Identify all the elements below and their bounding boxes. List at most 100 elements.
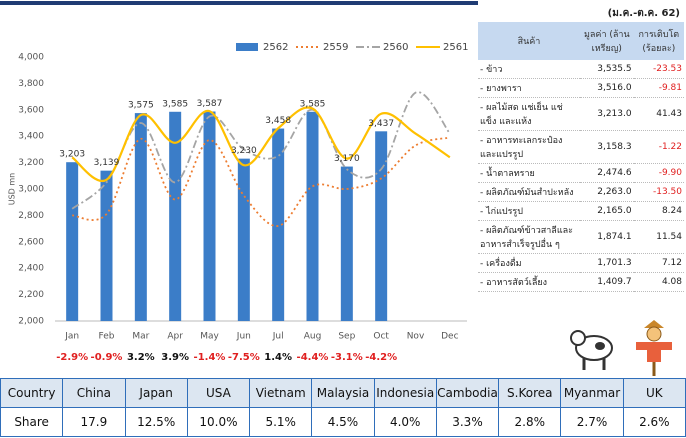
country-cell: Japan [125, 379, 187, 408]
data-label: 3,587 [197, 99, 223, 109]
growth-label: -4.4% [297, 352, 329, 363]
bar [204, 112, 216, 321]
legend-label: 2559 [323, 42, 348, 53]
data-label: 3,458 [265, 116, 291, 126]
product-name: - เครื่องดื่ม [478, 254, 580, 273]
growth-label: 3.2% [127, 352, 155, 363]
page: USD mn2,0002,2002,4002,6002,8003,0003,20… [0, 0, 686, 438]
export-value: 2,263.0 [580, 183, 634, 202]
share-cell: 2.6% [623, 408, 685, 437]
growth-label: 3.9% [161, 352, 189, 363]
product-name: - อาหารทะเลกระป๋อง และแปรรูป [478, 131, 580, 164]
bar [238, 159, 250, 321]
country-cell: Cambodia [436, 379, 498, 408]
growth-label: -0.9% [91, 352, 123, 363]
product-name: - น้ำตาลทราย [478, 164, 580, 183]
product-name: - อาหารสัตว์เลี้ยง [478, 273, 580, 292]
growth-label: -1.4% [194, 352, 226, 363]
x-tick-label: Nov [407, 332, 425, 342]
share-cell: 12.5% [125, 408, 187, 437]
cow-icon [571, 331, 612, 370]
export-value: 3,535.5 [580, 60, 634, 79]
growth-label: -3.1% [331, 352, 363, 363]
export-value: 3,158.3 [580, 131, 634, 164]
country-cell: Country [1, 379, 63, 408]
x-tick-label: Sep [338, 332, 355, 342]
side-table-title: (ม.ค.-ต.ค. 62) [608, 6, 680, 21]
legend-label: 2560 [383, 42, 408, 53]
growth-label: 1.4% [264, 352, 292, 363]
share-cell: 3.3% [436, 408, 498, 437]
export-value: 3,213.0 [580, 98, 634, 131]
chart: USD mn2,0002,2002,4002,6002,8003,0003,20… [0, 0, 478, 372]
product-name: - ไก่แปรรูป [478, 202, 580, 221]
export-value: 2,165.0 [580, 202, 634, 221]
export-value: 1,874.1 [580, 221, 634, 254]
data-label: 3,170 [334, 154, 360, 164]
growth-rate: 11.54 [634, 221, 684, 254]
product-name: - ผลไม้สด แช่เย็น แช่แข็ง และแห้ง [478, 98, 580, 131]
icons [566, 318, 686, 378]
data-label: 3,230 [231, 146, 257, 156]
side-row: - น้ำตาลทราย2,474.6-9.90 [478, 164, 684, 183]
x-tick-label: May [200, 332, 219, 342]
growth-label: -7.5% [228, 352, 260, 363]
y-tick-label: 3,000 [18, 185, 44, 195]
growth-rate: -1.22 [634, 131, 684, 164]
growth-rate: 8.24 [634, 202, 684, 221]
y-tick-label: 2,600 [18, 237, 44, 247]
product-name: - ผลิตภัณฑ์มันสำปะหลัง [478, 183, 580, 202]
bar [375, 131, 387, 321]
share-cell: 4.5% [312, 408, 374, 437]
country-cell: Indonesia [374, 379, 436, 408]
share-cell: 2.8% [499, 408, 561, 437]
export-value: 1,409.7 [580, 273, 634, 292]
country-cell: Vietnam [250, 379, 312, 408]
share-cell: 5.1% [250, 408, 312, 437]
y-tick-label: 4,000 [18, 53, 44, 63]
export-value: 1,701.3 [580, 254, 634, 273]
growth-label: -4.2% [365, 352, 397, 363]
product-name: - ยางพารา [478, 79, 580, 98]
x-tick-label: Dec [441, 332, 458, 342]
growth-rate: -9.81 [634, 79, 684, 98]
legend-label: 2561 [443, 42, 468, 53]
side-row: - ไก่แปรรูป2,165.08.24 [478, 202, 684, 221]
data-label: 3,139 [94, 158, 120, 168]
share-row: Share17.912.5%10.0%5.1%4.5%4.0%3.3%2.8%2… [1, 408, 686, 437]
y-tick-label: 3,400 [18, 132, 44, 142]
export-value: 3,516.0 [580, 79, 634, 98]
side-column-header: มูลค่า (ล้านเหรียญ) [580, 22, 634, 60]
x-tick-label: Apr [167, 332, 183, 342]
y-axis-label: USD mn [8, 173, 17, 206]
x-tick-label: Aug [304, 332, 322, 342]
x-tick-label: Jul [272, 332, 284, 342]
y-tick-label: 3,600 [18, 105, 44, 115]
side-header-row: สินค้ามูลค่า (ล้านเหรียญ)การเติบโต (ร้อย… [478, 22, 684, 60]
side-column-header: การเติบโต (ร้อยละ) [634, 22, 684, 60]
share-cell: 4.0% [374, 408, 436, 437]
growth-rate: -9.90 [634, 164, 684, 183]
product-name: - ข้าว [478, 60, 580, 79]
country-cell: China [63, 379, 125, 408]
x-tick-label: Feb [99, 332, 115, 342]
growth-rate: 41.43 [634, 98, 684, 131]
growth-rate: 7.12 [634, 254, 684, 273]
x-tick-label: Jan [64, 332, 79, 342]
x-tick-label: Mar [132, 332, 149, 342]
y-tick-label: 2,400 [18, 264, 44, 274]
country-cell: USA [187, 379, 249, 408]
data-label: 3,575 [128, 101, 154, 111]
y-tick-label: 2,000 [18, 317, 44, 327]
side-column-header: สินค้า [478, 22, 580, 60]
side-table: สินค้ามูลค่า (ล้านเหรียญ)การเติบโต (ร้อย… [478, 22, 684, 292]
share-cell: 17.9 [63, 408, 125, 437]
bar [101, 171, 113, 321]
growth-rate: -13.50 [634, 183, 684, 202]
bar [66, 162, 78, 321]
